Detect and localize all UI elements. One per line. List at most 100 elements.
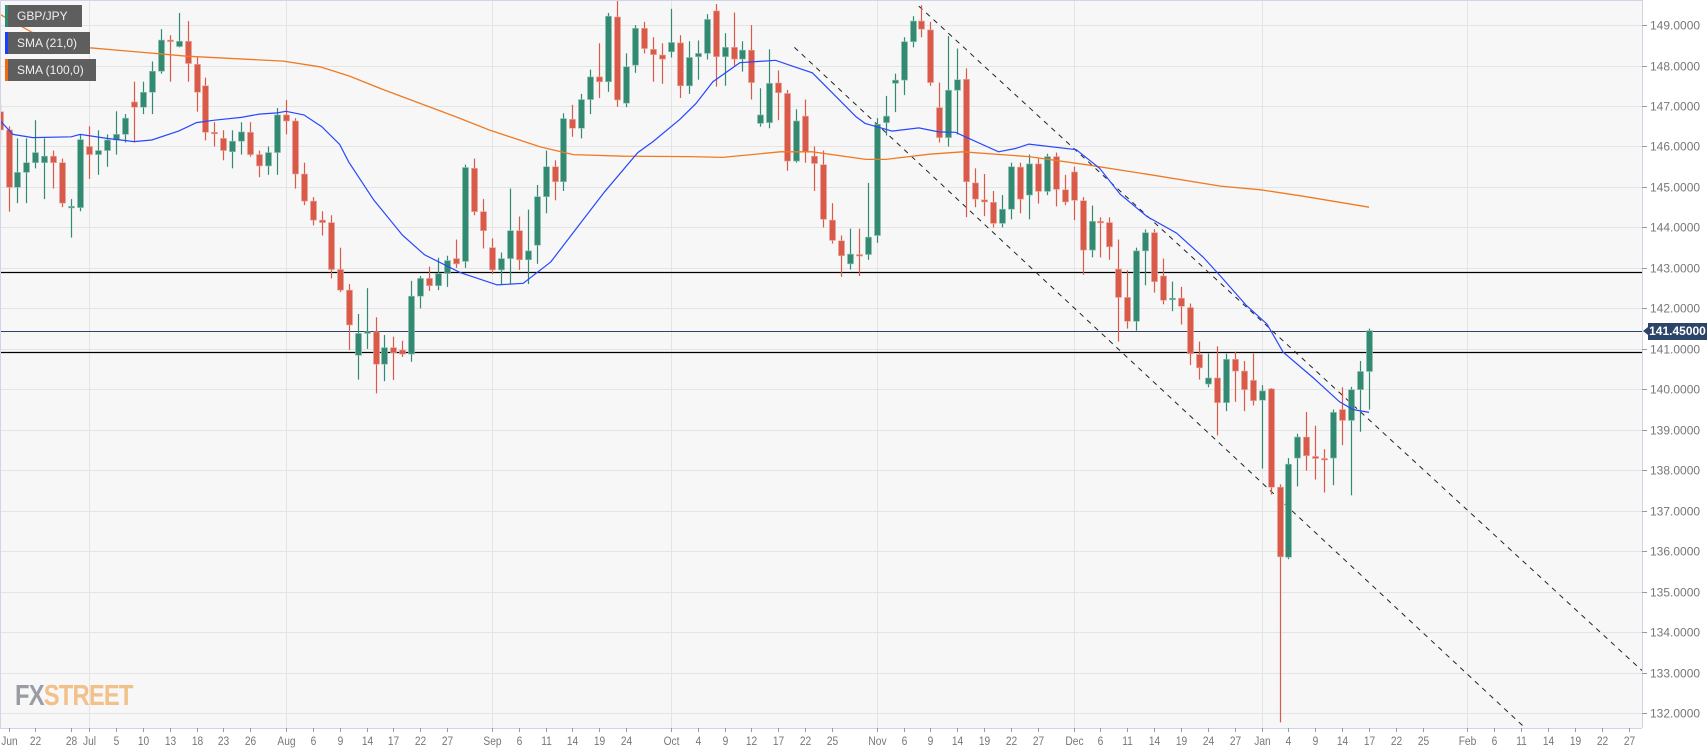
candle-body (301, 173, 308, 202)
candle-body (453, 258, 460, 265)
candle-body (659, 54, 666, 60)
legend-item-sma21[interactable]: SMA (21,0) (5, 32, 90, 54)
candle-body (373, 331, 380, 365)
candle-bearish (1339, 387, 1346, 446)
candle-bullish (945, 36, 952, 147)
candle-bearish (328, 215, 335, 279)
candle-bearish (1071, 166, 1078, 221)
candle-bearish (489, 238, 496, 274)
plot-background (0, 0, 1642, 728)
x-tick-label: 24 (621, 735, 632, 748)
candle-body (748, 49, 755, 83)
x-tick-label: 23 (218, 735, 229, 748)
candle-body (68, 206, 75, 209)
candle-bearish (131, 81, 138, 143)
candle-body (86, 146, 93, 155)
candle-bearish (677, 35, 684, 98)
trendline-dashed (918, 5, 1642, 671)
current-price-badge: 141.45000 (1643, 323, 1707, 340)
candle-body (704, 19, 711, 54)
x-tick-label: 27 (442, 735, 453, 748)
candle-bearish (346, 284, 353, 351)
candle-bullish (668, 8, 675, 58)
x-tick-label: 25 (827, 735, 838, 748)
candle-bullish (1330, 409, 1337, 486)
candle-bullish (77, 134, 84, 212)
candle-bearish (50, 150, 57, 189)
candle-body (1187, 307, 1194, 354)
candle-bullish (507, 188, 514, 285)
candle-body (408, 295, 415, 355)
candle-bearish (1178, 286, 1185, 325)
x-tick-label: 19 (1176, 735, 1187, 748)
candle-body (77, 139, 84, 208)
x-tick-label: 12 (746, 735, 757, 748)
legend-item-sma100[interactable]: SMA (100,0) (5, 59, 96, 81)
candle-bullish (632, 25, 639, 73)
candle-body (936, 107, 943, 138)
candle-bearish (211, 122, 218, 147)
candle-bullish (158, 29, 165, 74)
candle-body (820, 164, 827, 220)
x-tick-label: Dec (1065, 735, 1084, 748)
candle-bullish (140, 81, 147, 115)
candle-bearish (59, 158, 66, 208)
x-tick-label: 9 (928, 735, 934, 748)
candle-body (766, 83, 773, 123)
x-tick-label: 11 (1516, 735, 1527, 748)
candle-body (41, 155, 48, 163)
candle-bullish (1259, 385, 1266, 469)
candle-body (319, 219, 326, 223)
x-tick-label: 22 (415, 735, 426, 748)
candle-body (543, 166, 550, 197)
candle-body (775, 82, 782, 93)
candle-body (1196, 354, 1203, 369)
y-tick-label: 135.0000 (1650, 586, 1700, 600)
x-tick-label: 13 (165, 735, 176, 748)
candle-body (534, 196, 541, 246)
candle-body (578, 99, 585, 129)
candle-body (1178, 297, 1185, 307)
x-tick-label: 9 (1313, 735, 1319, 748)
x-tick-label: 19 (594, 735, 605, 748)
candle-bearish (838, 235, 845, 277)
candle-bullish (462, 164, 469, 268)
candle-body (856, 254, 863, 257)
candle-bearish (220, 130, 227, 161)
legend-color-swatch (5, 32, 8, 54)
candle-bearish (426, 266, 433, 291)
candle-body (1205, 377, 1212, 385)
y-tick-label: 146.0000 (1650, 140, 1700, 154)
x-tick-label: 4 (1286, 735, 1292, 748)
legend-item-gbpjpy[interactable]: GBP/JPY (5, 5, 82, 27)
x-tick-label: 18 (192, 735, 203, 748)
candle-bearish (373, 317, 380, 394)
candle-bearish (1250, 353, 1257, 406)
candle-bearish (1232, 351, 1239, 402)
candle-bullish (757, 88, 764, 127)
candle-bearish (1277, 484, 1284, 723)
candle-bearish (963, 68, 970, 218)
candle-bullish (793, 109, 800, 163)
candle-bullish (605, 12, 612, 92)
candle-body (390, 347, 397, 354)
candle-body (587, 76, 594, 100)
candle-bullish (176, 12, 183, 48)
candle-body (918, 20, 925, 30)
candle-body (176, 40, 183, 47)
candle-bearish (1115, 239, 1122, 342)
candle-bullish (408, 280, 415, 362)
candle-body (1232, 359, 1239, 372)
candle-body (247, 132, 254, 155)
y-tick-label: 143.0000 (1650, 262, 1700, 276)
candle-body (1348, 389, 1355, 421)
candle-bullish (1205, 353, 1212, 388)
candle-bearish (390, 336, 397, 380)
x-tick-label: 22 (1597, 735, 1608, 748)
candle-bearish (194, 57, 201, 112)
y-tick-label: 142.0000 (1650, 302, 1700, 316)
candle-bearish (811, 146, 818, 192)
candle-bearish (1241, 360, 1248, 412)
candle-bearish (256, 150, 263, 178)
x-tick-label: Jun (1, 735, 17, 748)
